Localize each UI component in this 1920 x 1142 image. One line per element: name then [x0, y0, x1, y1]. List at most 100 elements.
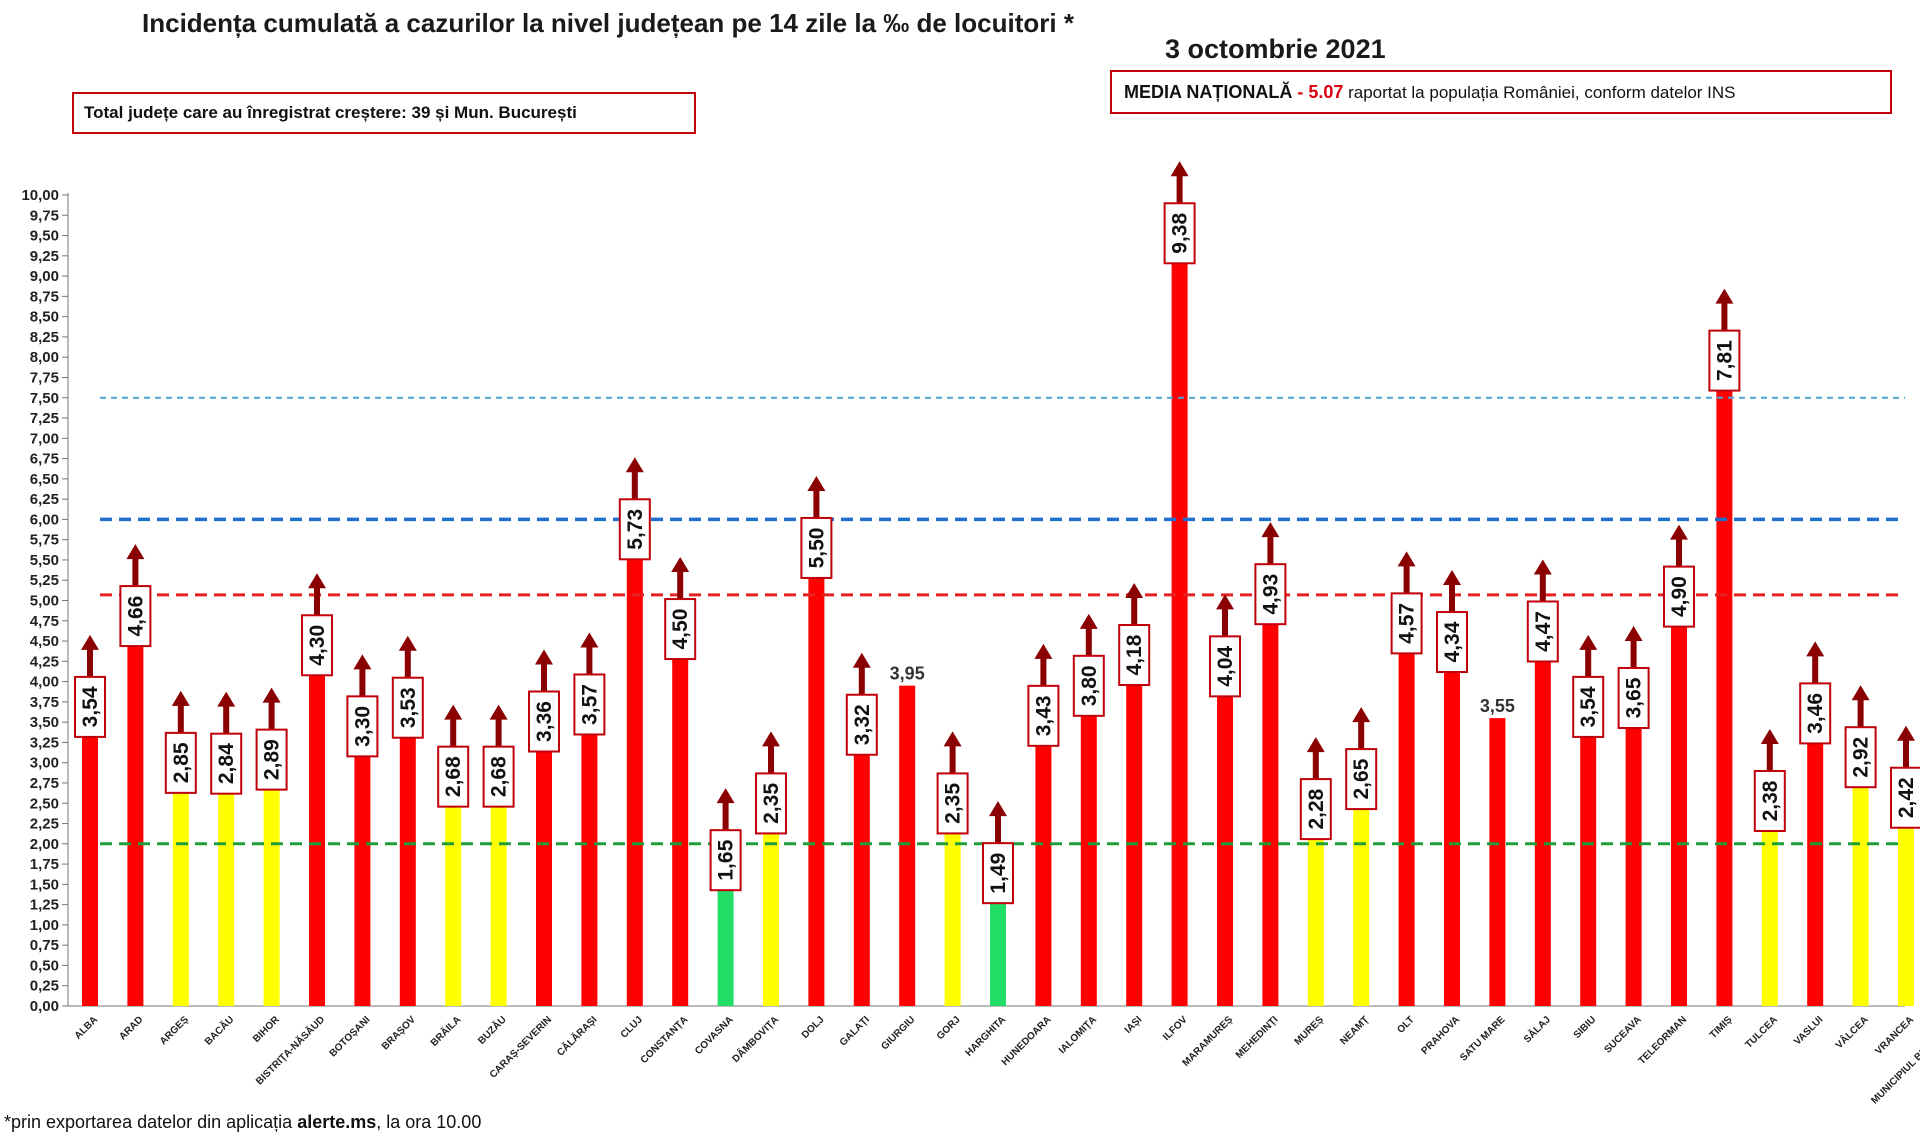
- value-label: 2,85: [170, 742, 193, 783]
- bar: [990, 885, 1006, 1006]
- value-label: 3,95: [890, 664, 925, 684]
- y-tick-label: 7,25: [30, 410, 59, 427]
- x-tick-label: OLT: [1395, 1014, 1416, 1035]
- footnote-prefix: *prin exportarea datelor din aplicația: [4, 1112, 298, 1132]
- y-tick-label: 4,75: [30, 613, 59, 630]
- value-label: 3,30: [351, 706, 374, 747]
- increase-arrow-head: [1034, 643, 1053, 659]
- value-label: 2,35: [942, 783, 965, 824]
- value-label-box: [1436, 611, 1468, 674]
- value-label: 9,38: [1169, 213, 1192, 254]
- value-label-box: [1617, 666, 1650, 729]
- increase-arrow-head: [535, 649, 553, 665]
- increase-arrow-shaft: [631, 470, 638, 500]
- increase-arrow-shaft: [1222, 607, 1228, 637]
- value-label-box: [1163, 202, 1196, 265]
- value-label: 2,68: [488, 756, 511, 797]
- value-label-box: [74, 675, 106, 738]
- value-label: 2,35: [760, 783, 783, 824]
- value-label-box: [982, 842, 1014, 905]
- total-counties-text: Total județe care au înregistrat creșter…: [84, 103, 577, 122]
- value-label: 7,81: [1713, 340, 1736, 381]
- x-tick-label: NEAMȚ: [1338, 1014, 1371, 1047]
- x-tick-label: CONSTANȚA: [639, 1014, 691, 1066]
- increase-arrow-shaft: [268, 700, 275, 730]
- y-tick-label: 5,00: [30, 593, 59, 610]
- bar: [82, 718, 98, 1006]
- x-tick-label: BRAȘOV: [380, 1014, 418, 1052]
- y-tick-label: 8,50: [30, 309, 59, 326]
- value-label: 3,54: [79, 686, 102, 727]
- y-tick-label: 1,75: [30, 856, 59, 873]
- bar: [172, 774, 189, 1006]
- y-tick-label: 4,00: [30, 674, 59, 691]
- chart-date: 3 octombrie 2021: [1165, 34, 1386, 64]
- increase-arrow-head: [217, 691, 236, 707]
- x-tick-label: IALOMIȚA: [1057, 1014, 1099, 1056]
- value-label-box: [573, 673, 606, 736]
- x-tick-label: BUZĂU: [475, 1013, 509, 1047]
- increase-arrow-shaft: [1676, 537, 1682, 567]
- value-label-box: [618, 498, 651, 561]
- x-tick-label: SIBIU: [1572, 1014, 1599, 1041]
- increase-arrow-shaft: [858, 665, 865, 695]
- increase-arrow-shaft: [1721, 301, 1728, 331]
- y-tick-label: 0,75: [30, 937, 59, 954]
- value-label: 3,43: [1032, 695, 1055, 736]
- increase-arrow-head: [1306, 737, 1325, 753]
- value-label: 1,49: [987, 853, 1010, 894]
- increase-arrow-head: [1579, 634, 1598, 650]
- increase-arrow-shaft: [1131, 596, 1138, 626]
- value-label-box: [119, 585, 152, 648]
- x-tick-label: HUNEDOARA: [1000, 1014, 1054, 1068]
- y-tick-label: 1,25: [30, 897, 59, 914]
- value-label-box: [482, 745, 515, 808]
- increase-arrow-shaft: [995, 814, 1001, 844]
- value-label-box: [1526, 600, 1559, 663]
- value-label: 2,28: [1305, 788, 1328, 829]
- increase-arrow-shaft: [1176, 174, 1183, 204]
- x-tick-label: VÂLCEA: [1832, 1013, 1870, 1051]
- increase-arrow-head: [580, 632, 599, 648]
- x-tick-label: HARGHITA: [964, 1014, 1009, 1059]
- value-label-box: [755, 772, 787, 835]
- bar: [263, 771, 280, 1006]
- value-label: 3,36: [533, 701, 556, 742]
- value-label: 3,53: [397, 687, 420, 728]
- x-tick-label: TIMIȘ: [1708, 1014, 1735, 1041]
- value-label-box: [301, 614, 333, 677]
- bar: [1580, 718, 1597, 1006]
- increase-arrow-shaft: [314, 586, 320, 616]
- x-tick-label: GALAȚI: [838, 1014, 872, 1048]
- increase-arrow-head: [1897, 725, 1915, 741]
- y-tick-label: 6,00: [30, 511, 59, 528]
- y-tick-label: 3,75: [30, 694, 59, 711]
- increase-arrow-head: [1216, 594, 1234, 610]
- value-label-box: [1390, 592, 1423, 655]
- value-label-box: [437, 745, 470, 808]
- increase-arrow-head: [1079, 613, 1098, 629]
- value-label: 2,68: [442, 756, 465, 797]
- increase-arrow-head: [489, 704, 508, 720]
- x-tick-label: TULCEA: [1743, 1014, 1779, 1050]
- y-tick-label: 8,75: [30, 288, 59, 305]
- x-tick-label: SATU MARE: [1458, 1014, 1508, 1064]
- increase-arrow-head: [171, 690, 190, 706]
- y-tick-label: 5,25: [30, 572, 59, 589]
- x-tick-label: DÂMBOVIȚA: [729, 1013, 781, 1065]
- increase-arrow-head: [852, 652, 871, 668]
- value-label-box: [255, 728, 288, 791]
- bar: [717, 872, 734, 1006]
- y-tick-label: 7,50: [30, 390, 59, 407]
- y-tick-label: 7,00: [30, 430, 59, 447]
- value-label-box: [709, 829, 742, 892]
- bar: [853, 736, 870, 1006]
- value-label: 2,65: [1350, 758, 1373, 799]
- bar: [1625, 709, 1642, 1006]
- value-label: 3,54: [1577, 686, 1600, 727]
- value-label: 3,46: [1804, 693, 1827, 734]
- y-tick-label: 2,25: [30, 816, 59, 833]
- increase-arrow-shaft: [1812, 654, 1819, 684]
- increase-arrow-shaft: [1403, 564, 1410, 594]
